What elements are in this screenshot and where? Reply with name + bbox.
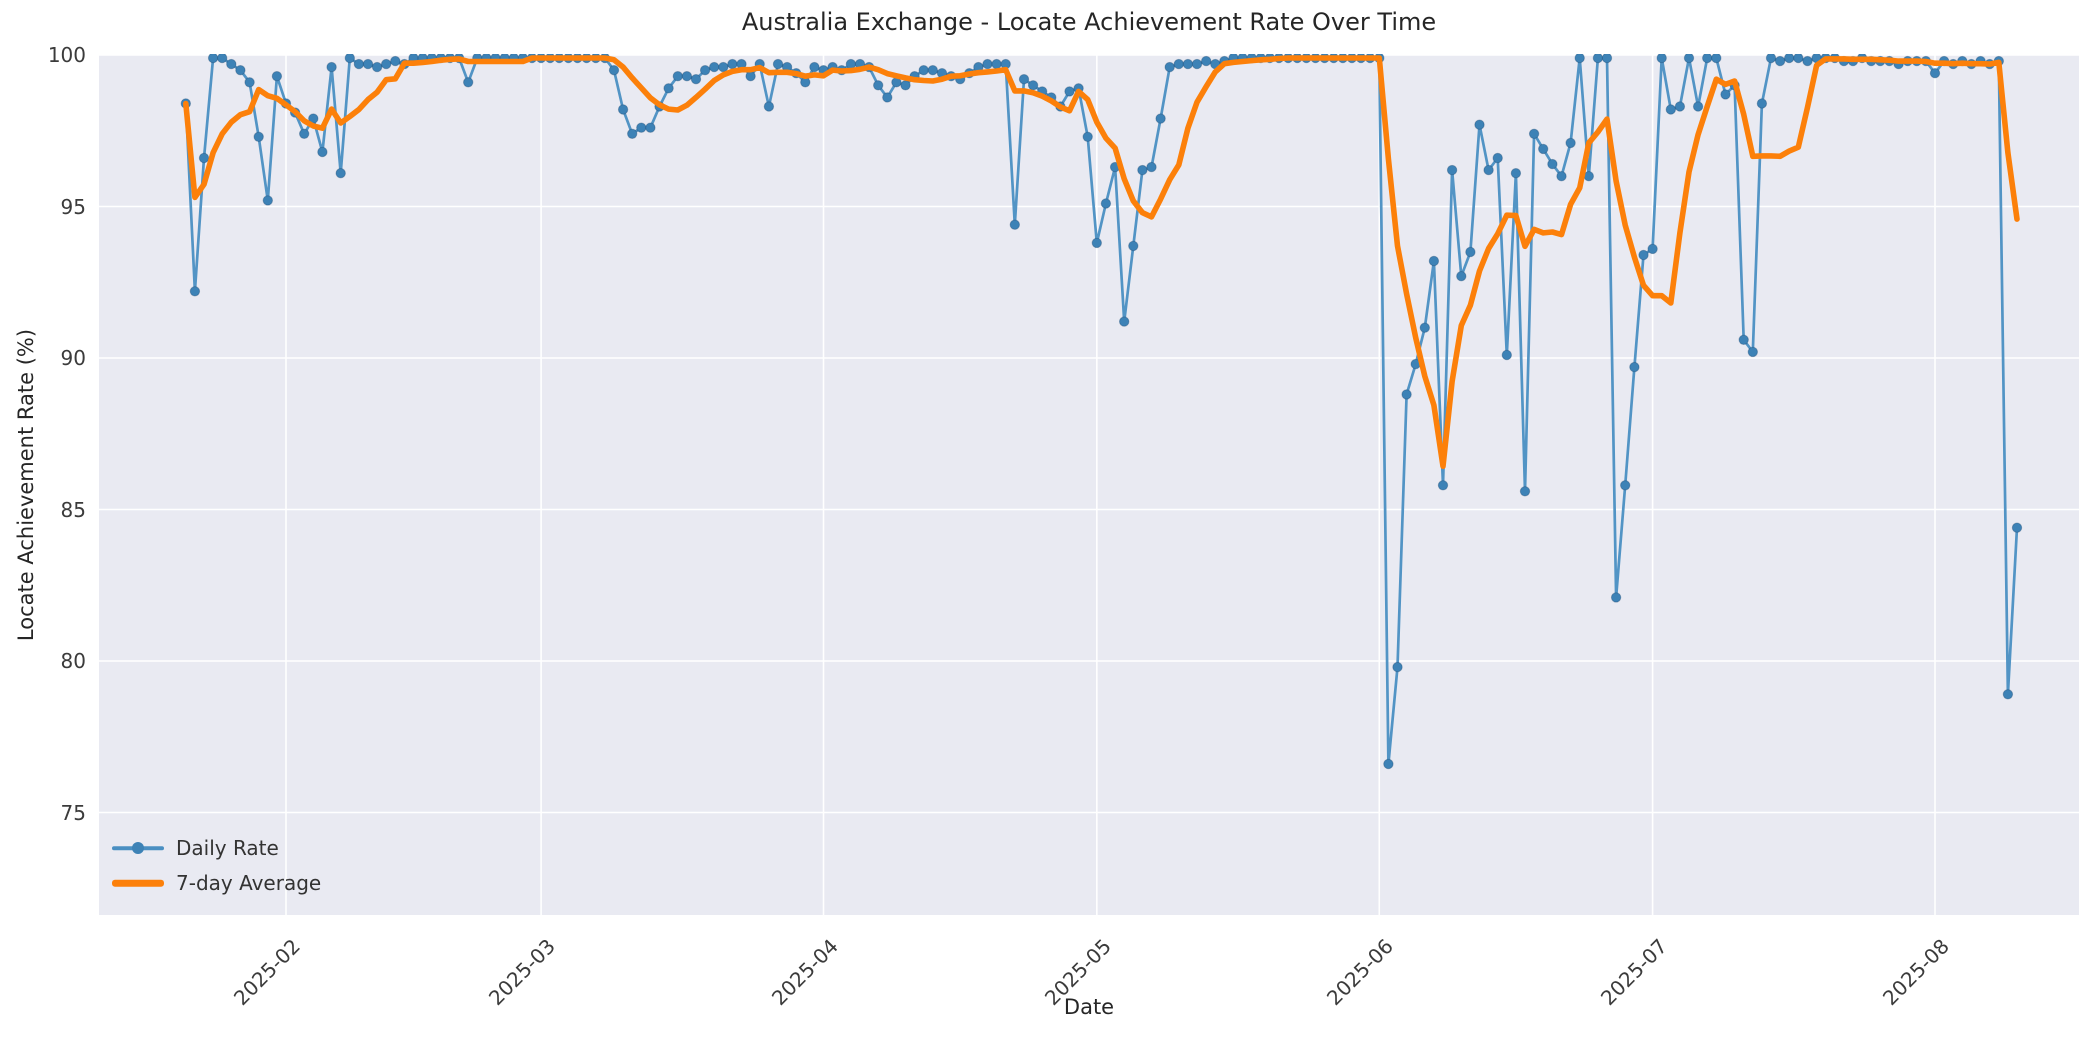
y-tick-label: 85: [60, 497, 86, 522]
y-tick-label: 90: [60, 346, 86, 370]
chart-title: Australia Exchange - Locate Achievement …: [741, 8, 1437, 36]
y-axis-label: Locate Achievement Rate (%): [14, 328, 38, 642]
x-axis-label: Date: [1063, 995, 1115, 1019]
legend-item-7day-average: 7-day Average: [112, 871, 321, 895]
y-tick-label: 80: [60, 649, 86, 673]
legend-label: 7-day Average: [176, 871, 322, 895]
y-tick-label: 100: [47, 43, 86, 67]
seven-day-average-line-swatch-icon: [112, 876, 164, 890]
legend-label: Daily Rate: [176, 836, 279, 860]
legend-item-daily-rate: Daily Rate: [112, 836, 321, 860]
y-tick-label: 95: [60, 194, 86, 219]
legend: Daily Rate 7-day Average: [112, 836, 321, 895]
daily-rate-line-swatch-icon: [112, 841, 164, 855]
marker-dot-icon: [132, 842, 144, 854]
y-tick-label: 75: [60, 800, 86, 825]
